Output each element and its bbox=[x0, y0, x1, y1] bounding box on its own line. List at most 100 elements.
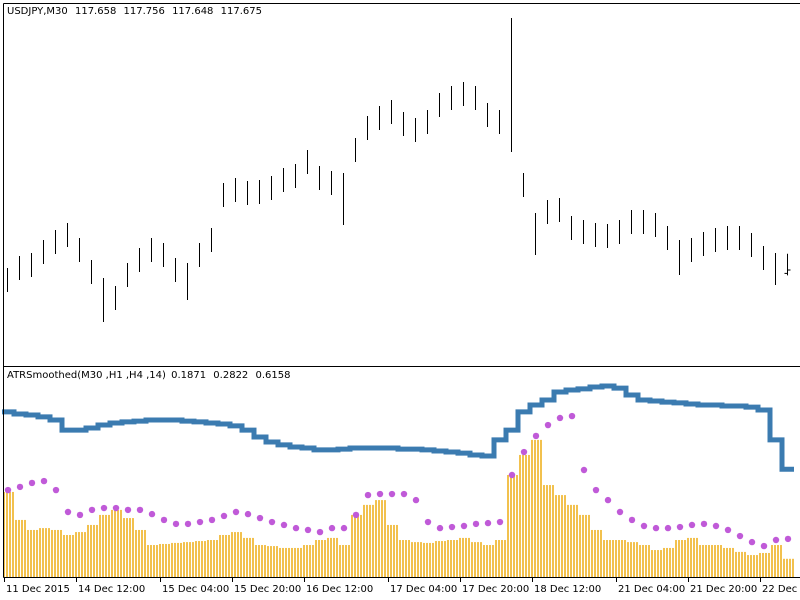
dot bbox=[760, 542, 768, 550]
dot bbox=[496, 518, 504, 526]
dot bbox=[124, 506, 132, 514]
histogram-bar bbox=[86, 524, 98, 577]
histogram-bar bbox=[266, 546, 278, 577]
dot bbox=[532, 432, 540, 440]
dot bbox=[364, 491, 372, 499]
histogram-bar bbox=[782, 558, 794, 577]
dot bbox=[232, 508, 240, 516]
dot bbox=[700, 520, 708, 528]
dot bbox=[664, 524, 672, 532]
dot bbox=[400, 490, 408, 498]
dot bbox=[556, 414, 564, 422]
indicator-value: 0.1871 bbox=[171, 370, 207, 381]
dot bbox=[196, 518, 204, 526]
x-tick-label: 15 Dec 20:00 bbox=[234, 584, 301, 595]
dot bbox=[28, 479, 36, 487]
dot bbox=[592, 486, 600, 494]
dot bbox=[472, 520, 480, 528]
frame bbox=[3, 3, 800, 578]
dot bbox=[244, 510, 252, 518]
dot bbox=[100, 504, 108, 512]
dot bbox=[64, 508, 72, 516]
indicator-header: ATRSmoothed(M30 ,H1 ,H4 ,14) 0.1871 0.28… bbox=[7, 370, 294, 381]
dot bbox=[352, 511, 360, 519]
dot bbox=[604, 496, 612, 504]
histogram-bar bbox=[686, 537, 698, 577]
histogram-bar bbox=[50, 529, 62, 577]
dot bbox=[724, 526, 732, 534]
x-tick-label: 17 Dec 04:00 bbox=[390, 584, 457, 595]
histogram-bar bbox=[638, 545, 650, 577]
histogram-bar bbox=[350, 514, 362, 577]
histogram-bar bbox=[314, 540, 326, 577]
histogram-bar bbox=[134, 529, 146, 577]
dot bbox=[616, 508, 624, 516]
x-tick-label: 15 Dec 04:00 bbox=[162, 584, 229, 595]
histogram-bar bbox=[2, 491, 14, 577]
x-tick-label: 21 Dec 04:00 bbox=[618, 584, 685, 595]
quote-high: 117.756 bbox=[123, 6, 165, 17]
histogram-bar bbox=[758, 552, 770, 577]
dot bbox=[784, 535, 792, 543]
price-panel bbox=[7, 18, 791, 322]
histogram-bar bbox=[290, 547, 302, 577]
histogram-bar bbox=[158, 543, 170, 577]
dot bbox=[52, 486, 60, 494]
dot bbox=[148, 510, 156, 518]
histogram-bar bbox=[146, 545, 158, 577]
dot bbox=[520, 448, 528, 456]
quote-open: 117.658 bbox=[74, 6, 117, 17]
dot bbox=[40, 477, 48, 485]
histogram-bar bbox=[602, 540, 614, 577]
dot bbox=[172, 520, 180, 528]
dot bbox=[544, 421, 552, 429]
histogram-bar bbox=[374, 500, 386, 577]
x-tick-label: 18 Dec 12:00 bbox=[534, 584, 601, 595]
histogram-bar bbox=[458, 537, 470, 577]
dot bbox=[160, 516, 168, 524]
dot bbox=[640, 522, 648, 530]
histogram-bar bbox=[470, 542, 482, 577]
histogram-bar bbox=[122, 518, 134, 577]
dot bbox=[112, 504, 120, 512]
dot bbox=[88, 506, 96, 514]
histogram-bar bbox=[554, 495, 566, 577]
dot bbox=[412, 496, 420, 504]
dot bbox=[292, 524, 300, 532]
histogram-bar bbox=[434, 541, 446, 577]
dot bbox=[688, 521, 696, 529]
histogram-bar bbox=[722, 547, 734, 577]
histogram-bar bbox=[650, 550, 662, 577]
histogram-bar bbox=[62, 534, 74, 577]
histogram-bar bbox=[506, 475, 518, 577]
x-tick-label: 16 Dec 12:00 bbox=[306, 584, 373, 595]
x-tick-label: 17 Dec 20:00 bbox=[462, 584, 529, 595]
dot bbox=[388, 490, 396, 498]
histogram-bar bbox=[38, 528, 50, 577]
dot bbox=[436, 524, 444, 532]
dot bbox=[628, 516, 636, 524]
dot bbox=[508, 471, 516, 479]
histogram-bar bbox=[206, 540, 218, 577]
dot bbox=[208, 516, 216, 524]
x-axis: 11 Dec 2015 14 Dec 12:00 15 Dec 04:00 15 De… bbox=[4, 577, 797, 595]
histogram-bar bbox=[218, 534, 230, 577]
histogram-bar bbox=[398, 540, 410, 577]
histogram-bar bbox=[530, 439, 542, 577]
histogram-bar bbox=[326, 537, 338, 577]
dot bbox=[316, 528, 324, 536]
dot bbox=[184, 520, 192, 528]
histogram-bar bbox=[494, 540, 506, 577]
histogram-bar bbox=[74, 532, 86, 577]
histogram-bar bbox=[170, 542, 182, 577]
histogram-bar bbox=[98, 514, 110, 577]
histogram-bar bbox=[626, 542, 638, 577]
dot bbox=[736, 532, 744, 540]
indicator-title: ATRSmoothed(M30 ,H1 ,H4 ,14) bbox=[7, 370, 166, 381]
dot bbox=[220, 512, 228, 520]
dot bbox=[772, 536, 780, 544]
dot bbox=[424, 518, 432, 526]
indicator-value: 0.2822 bbox=[213, 370, 249, 381]
histogram-bar bbox=[698, 545, 710, 577]
dot bbox=[568, 412, 576, 420]
